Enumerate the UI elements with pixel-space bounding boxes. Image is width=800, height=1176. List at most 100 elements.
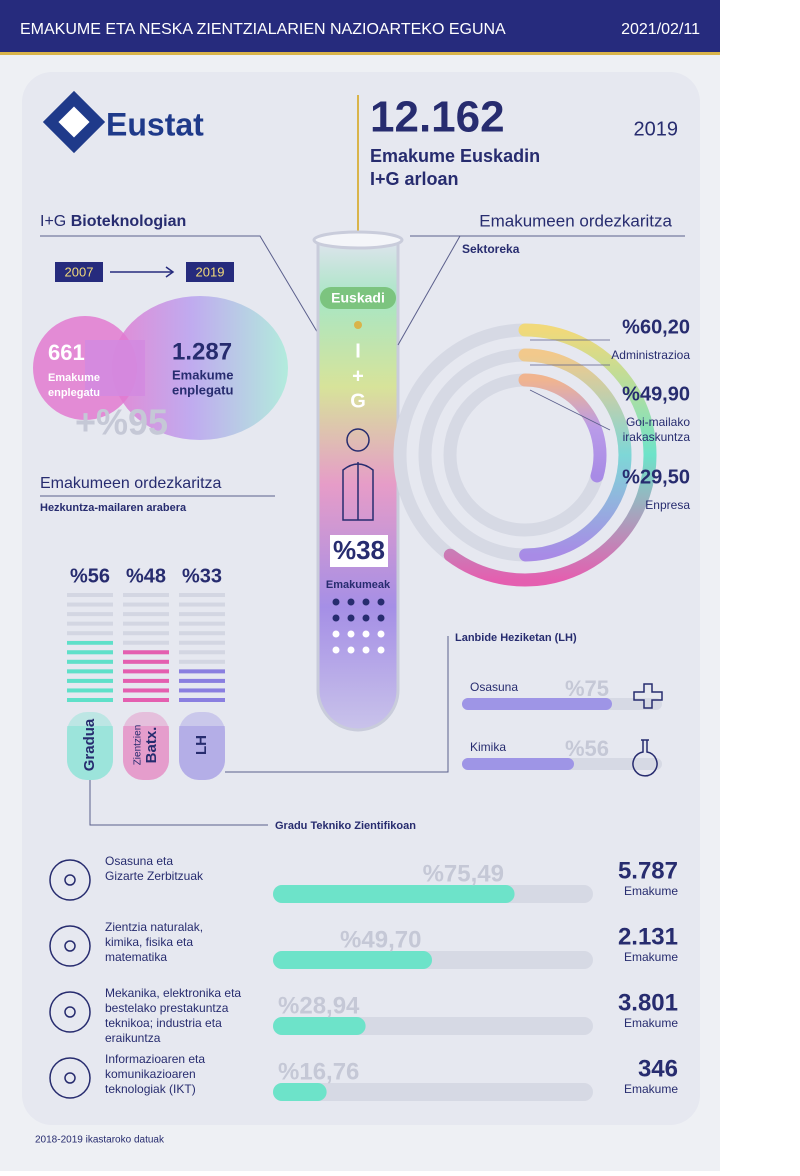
logo-text: Eustat <box>106 106 204 142</box>
technical-count: 2.131 <box>618 923 678 950</box>
pointer-dot <box>354 321 362 329</box>
tube-letter: I <box>355 340 361 362</box>
dot <box>362 598 370 606</box>
biotech-title-bold: Bioteknologian <box>71 213 187 230</box>
technical-name: matematika <box>105 950 167 964</box>
stripe <box>179 678 225 683</box>
vocational-percent: %56 <box>565 736 609 761</box>
vocational-title: Lanbide Heziketan (LH) <box>455 632 577 644</box>
year: 2019 <box>196 264 225 279</box>
dot <box>362 646 370 654</box>
row-icon <box>49 991 91 1033</box>
stripe <box>67 593 113 597</box>
stripe <box>123 621 169 626</box>
sector-title: Emakumeen ordezkaritza <box>479 211 672 230</box>
tube-caption: Emakumeak <box>326 579 391 591</box>
dot <box>332 646 340 654</box>
stripe <box>179 631 225 636</box>
stripes-filled <box>179 669 225 702</box>
sector-name: Enpresa <box>645 498 690 512</box>
tube-label-box <box>320 287 396 309</box>
arrow-head <box>165 266 175 278</box>
header-accent <box>0 52 720 55</box>
dot <box>377 598 385 606</box>
footnote: 2018-2019 ikastaroko datuak <box>35 1135 165 1146</box>
education-subtitle: Hezkuntza-mailaren arabera <box>40 502 187 514</box>
technical-percent: %49,70 <box>340 926 421 953</box>
connector <box>225 636 449 773</box>
head <box>346 428 370 452</box>
stripe <box>67 678 113 683</box>
stripe <box>67 659 113 664</box>
stripe <box>123 650 169 655</box>
dots <box>332 598 385 654</box>
tube-letter: G <box>350 390 366 412</box>
row-icon <box>49 1057 91 1099</box>
technical-unit: Emakume <box>624 884 678 898</box>
education-percent: %48 <box>126 565 166 587</box>
dot <box>347 598 355 606</box>
education-tube-fill <box>123 712 169 780</box>
education-percent: %56 <box>70 565 110 587</box>
education-tube-top <box>123 706 169 726</box>
stripe <box>179 659 225 664</box>
dot <box>347 630 355 638</box>
connector <box>397 235 461 346</box>
stripe <box>179 650 225 655</box>
dot <box>332 614 340 622</box>
sector-percent: %49,90 <box>622 383 690 405</box>
stripe <box>179 688 225 693</box>
stripes-filled <box>123 650 169 702</box>
row-icon-dot <box>64 874 76 886</box>
education-name: LH <box>193 735 210 755</box>
row-icon <box>49 925 91 967</box>
to-number: 1.287 <box>172 338 232 365</box>
header-bar <box>0 0 720 52</box>
dot <box>332 630 340 638</box>
stripes-filled <box>67 640 113 702</box>
stripe <box>123 678 169 683</box>
sector-percent: %29,50 <box>622 466 690 488</box>
technical-percent: %28,94 <box>278 992 360 1019</box>
tube-percent: %38 <box>333 535 385 565</box>
stripe <box>123 640 169 645</box>
technical-name: bestelako prestakuntza <box>105 1001 229 1015</box>
technical-name: komunikazioaren <box>105 1067 196 1081</box>
ring-arc <box>443 323 657 587</box>
dot <box>377 646 385 654</box>
education-title: Emakumeen ordezkaritza <box>40 475 222 492</box>
row-icon <box>49 859 91 901</box>
technical-title: Gradu Tekniko Zientifikoan <box>275 820 416 832</box>
education-percent: %33 <box>182 565 222 587</box>
vocational-percent: %75 <box>565 676 609 701</box>
technical-bar <box>273 951 433 969</box>
stripe <box>123 602 169 607</box>
growth: +%95 <box>75 402 168 443</box>
technical-name: kimika, fisika eta <box>105 935 193 949</box>
sector-name: Administrazioa <box>611 348 690 362</box>
technical-bar <box>273 1083 327 1101</box>
row-icon-dot <box>64 1072 76 1084</box>
connector <box>40 235 323 341</box>
technical-unit: Emakume <box>624 1016 678 1030</box>
dot <box>362 614 370 622</box>
stripe <box>179 612 225 617</box>
flask-icon <box>632 739 658 777</box>
headline-year: 2019 <box>634 118 679 140</box>
stripe <box>179 593 225 597</box>
year: 2007 <box>65 264 94 279</box>
technical-percent: %75,49 <box>423 860 504 887</box>
technical-name: Osasuna eta <box>105 854 173 868</box>
stripe <box>123 659 169 664</box>
bar-track <box>273 1083 593 1101</box>
sector-name: Goi-mailako <box>626 415 690 429</box>
logo-mark-inner <box>58 106 90 138</box>
technical-count: 346 <box>638 1055 678 1082</box>
header-date: 2021/02/11 <box>621 21 700 38</box>
biotech-title-prefix: I+G <box>40 213 66 230</box>
technical-unit: Emakume <box>624 950 678 964</box>
stripe <box>67 621 113 626</box>
scientist-icon <box>342 428 374 521</box>
from-number: 661 <box>48 340 85 365</box>
